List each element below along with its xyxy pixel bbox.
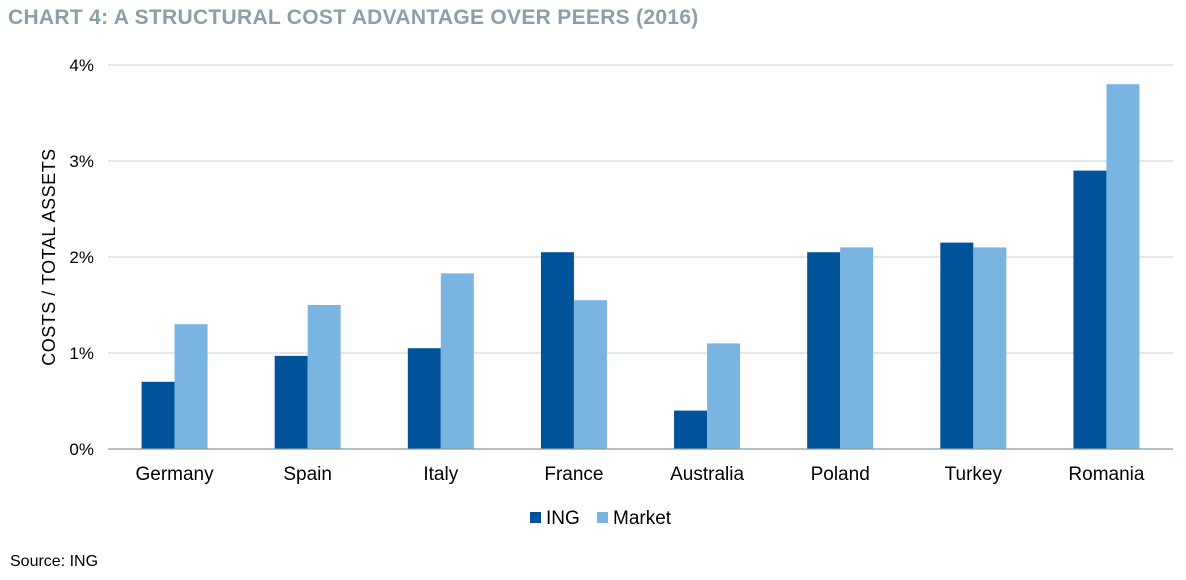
legend: ING Market <box>530 508 672 529</box>
bar-ing-spain <box>274 355 308 449</box>
bar-market-romania <box>1106 84 1140 449</box>
category-label: Germany <box>135 464 214 485</box>
bar-ing-italy <box>407 348 441 449</box>
bar-market-france <box>573 300 607 449</box>
y-tick-label: 3% <box>69 152 94 171</box>
bar-ing-france <box>540 252 574 449</box>
bars <box>141 84 1140 449</box>
bar-market-turkey <box>973 247 1007 449</box>
bar-ing-australia <box>674 410 708 449</box>
category-label: Spain <box>283 464 332 485</box>
y-tick-label: 0% <box>69 440 94 459</box>
legend-swatch-ing <box>530 512 541 523</box>
legend-swatch-market <box>597 512 608 523</box>
category-label: Turkey <box>945 464 1003 485</box>
bar-market-italy <box>440 273 474 449</box>
legend-label-market: Market <box>613 508 672 529</box>
source-note: Source: ING <box>10 553 99 570</box>
bar-market-spain <box>307 305 341 449</box>
bar-market-australia <box>707 343 741 449</box>
y-tick-label: 2% <box>69 248 94 267</box>
category-label: France <box>544 464 603 485</box>
category-label: Italy <box>423 464 458 485</box>
legend-label-ing: ING <box>546 508 580 529</box>
y-tick-label: 1% <box>69 344 94 363</box>
bar-ing-germany <box>141 381 175 449</box>
bar-market-germany <box>174 324 208 449</box>
y-axis-label: COSTS / TOTAL ASSETS <box>39 148 59 365</box>
gridlines <box>108 64 1173 354</box>
category-label: Poland <box>811 464 870 485</box>
chart-title: CHART 4: A STRUCTURAL COST ADVANTAGE OVE… <box>8 6 699 29</box>
y-tick-label: 4% <box>69 56 94 75</box>
bar-market-poland <box>840 247 874 449</box>
category-label: Australia <box>670 464 744 485</box>
bar-ing-romania <box>1073 170 1107 449</box>
bar-ing-poland <box>807 252 841 449</box>
y-axis-ticks: 0% 1% 2% 3% 4% <box>69 56 94 459</box>
category-label: Romania <box>1068 464 1144 485</box>
category-labels: Germany Spain Italy France Australia Poland Tu… <box>135 464 1144 485</box>
bar-ing-turkey <box>940 242 974 449</box>
